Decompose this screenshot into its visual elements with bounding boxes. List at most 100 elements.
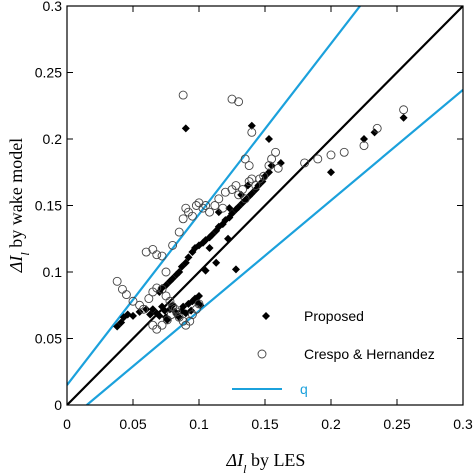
point-crespo-hernandez	[128, 296, 138, 306]
y-axis-title-symbol: ΔI	[6, 255, 26, 274]
point-crespo-hernandez	[372, 123, 382, 133]
point-crespo-hernandez	[218, 203, 228, 213]
point-proposed	[142, 305, 151, 314]
point-crespo-hernandez	[144, 294, 154, 304]
legend-marker-proposed	[262, 312, 270, 320]
point-proposed	[247, 121, 256, 130]
y-axis-title: ΔIl by wake model	[6, 138, 32, 273]
x-tick-label: 0.05	[119, 416, 146, 432]
point-proposed	[212, 258, 221, 267]
point-proposed	[135, 307, 144, 316]
legend-label-crespo: Crespo & Hernandez	[304, 346, 435, 362]
x-tick-label: 0.25	[383, 416, 410, 432]
point-crespo-hernandez	[210, 201, 220, 210]
point-crespo-hernandez	[168, 240, 178, 250]
reference-line-identity	[67, 6, 463, 405]
point-crespo-hernandez	[273, 163, 283, 173]
point-proposed	[201, 266, 210, 275]
x-axis-title: ΔIl by LES	[226, 450, 306, 475]
point-crespo-hernandez	[174, 227, 184, 237]
y-axis-title-text: by wake model	[6, 138, 26, 252]
point-proposed	[360, 135, 368, 143]
point-crespo-hernandez	[264, 161, 274, 171]
point-crespo-hernandez	[141, 247, 151, 257]
y-tick-label: 0	[54, 397, 62, 413]
y-tick-label: 0.25	[35, 65, 62, 81]
y-axis-title-subscript: l	[18, 252, 32, 256]
point-crespo-hernandez	[326, 150, 336, 160]
point-proposed	[237, 190, 246, 199]
point-crespo-hernandez	[267, 154, 277, 164]
point-crespo-hernandez	[191, 304, 201, 314]
x-tick-label: 0.2	[321, 416, 341, 432]
point-crespo-hernandez	[198, 203, 208, 213]
point-crespo-hernandez	[152, 250, 162, 260]
point-proposed	[196, 301, 205, 310]
point-crespo-hernandez	[234, 97, 244, 107]
point-crespo-hernandez	[220, 187, 230, 197]
x-axis-title-symbol: ΔI	[226, 450, 245, 470]
point-proposed	[155, 311, 164, 320]
point-crespo-hernandez	[148, 244, 158, 254]
point-crespo-hernandez	[170, 304, 180, 314]
point-proposed	[175, 313, 184, 322]
point-crespo-hernandez	[152, 283, 162, 293]
point-crespo-hernandez	[247, 127, 257, 137]
point-crespo-hernandez	[157, 284, 167, 294]
point-crespo-hernandez	[187, 211, 197, 221]
point-crespo-hernandez	[271, 147, 281, 157]
point-crespo-hernandez	[227, 94, 237, 104]
point-crespo-hernandez	[240, 154, 250, 164]
point-crespo-hernandez	[191, 201, 201, 210]
y-tick-label: 0.05	[35, 331, 62, 347]
legend: Proposed Crespo & Hernandez q	[232, 308, 435, 397]
x-axis-title-text: by LES	[246, 450, 305, 470]
point-proposed	[214, 208, 223, 217]
point-crespo-hernandez	[157, 251, 167, 261]
point-proposed	[264, 135, 273, 143]
point-crespo-hernandez	[117, 284, 127, 294]
point-crespo-hernandez	[165, 296, 175, 306]
legend-label-q: q	[300, 381, 308, 397]
point-proposed	[327, 168, 335, 177]
reference-line-upper-bound	[67, 6, 361, 386]
x-tick-label: 0.3	[453, 416, 473, 432]
x-axis-title-subscript: l	[243, 462, 247, 475]
point-crespo-hernandez	[178, 90, 188, 100]
point-proposed	[205, 244, 214, 253]
point-crespo-hernandez	[359, 141, 369, 151]
point-crespo-hernandez	[121, 290, 131, 300]
reference-lines	[67, 6, 463, 405]
point-crespo-hernandez	[339, 147, 349, 157]
point-crespo-hernandez	[251, 181, 261, 191]
point-crespo-hernandez	[194, 299, 204, 309]
point-crespo-hernandez	[185, 316, 195, 326]
axes: 0 0.05 0.1 0.15 0.2 0.25 0.3 0 0.05 0.1 0.15 0.2 0.2…	[35, 0, 473, 432]
point-crespo-hernandez	[231, 181, 241, 191]
point-crespo-hernandez	[300, 158, 310, 168]
point-proposed	[231, 265, 240, 274]
point-crespo-hernandez	[238, 185, 248, 194]
point-proposed	[267, 161, 276, 170]
point-crespo-hernandez	[178, 214, 188, 224]
point-proposed	[181, 124, 190, 133]
point-crespo-hernandez	[399, 105, 409, 115]
point-proposed	[225, 204, 234, 213]
point-crespo-hernandez	[259, 171, 269, 181]
point-crespo-hernandez	[161, 267, 171, 277]
x-tick-label: 0.15	[251, 416, 278, 432]
y-tick-label: 0.2	[43, 131, 63, 147]
legend-label-proposed: Proposed	[304, 308, 364, 324]
x-tick-label: 0.1	[189, 416, 209, 432]
point-proposed	[276, 158, 285, 167]
point-crespo-hernandez	[112, 276, 122, 286]
point-proposed	[129, 311, 137, 320]
x-tick-label: 0	[63, 416, 71, 432]
point-crespo-hernandez	[240, 194, 250, 204]
point-proposed	[195, 291, 203, 300]
data-points	[112, 90, 409, 334]
point-proposed	[224, 234, 233, 243]
legend-marker-crespo	[257, 349, 267, 359]
y-tick-label: 0.1	[43, 264, 63, 280]
point-proposed	[399, 113, 408, 122]
